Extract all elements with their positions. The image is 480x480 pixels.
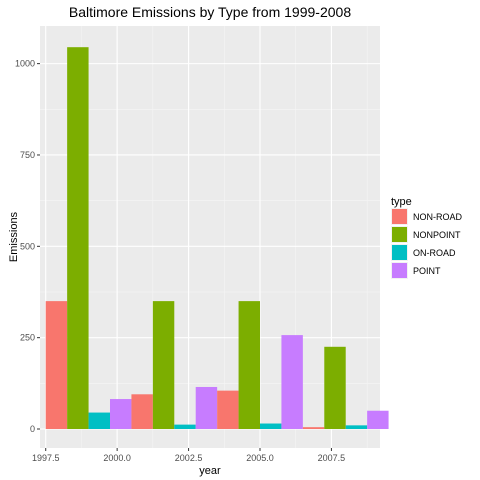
bar-point-2002 (195, 386, 218, 430)
y-tick-label: 250 (20, 333, 35, 343)
x-tick-label: 2007.5 (318, 453, 346, 463)
legend-label-nonpoint: NONPOINT (413, 230, 461, 240)
legend-key-non-road (392, 209, 407, 224)
bar-non-road-1999 (45, 301, 68, 430)
bar-on-road-1999 (88, 412, 110, 430)
y-tick-label: 0 (30, 424, 35, 434)
legend-title: type (391, 196, 412, 208)
bar-on-road-2005 (260, 423, 282, 430)
x-axis-title: year (199, 465, 221, 477)
legend-key-nonpoint (392, 227, 407, 242)
legend-label-on-road: ON-ROAD (413, 248, 456, 258)
bar-point-2005 (281, 335, 303, 430)
bar-point-1999 (110, 399, 132, 430)
legend-label-non-road: NON-ROAD (413, 212, 462, 222)
legend-label-point: POINT (413, 266, 441, 276)
bar-nonpoint-1999 (67, 47, 89, 430)
legend: type NON-ROAD NONPOINT ON-ROAD POINT (391, 196, 462, 279)
y-axis-title: Emissions (8, 211, 20, 262)
bar-on-road-2008 (345, 425, 368, 430)
y-axis: 0 250 500 750 1000 (15, 59, 40, 434)
x-tick-label: 2002.5 (175, 453, 203, 463)
y-tick-label: 500 (20, 241, 35, 251)
bar-non-road-2005 (217, 390, 239, 430)
bars (45, 47, 389, 430)
bar-non-road-2008 (302, 427, 325, 430)
y-tick-label: 1000 (15, 59, 35, 69)
bar-on-road-2002 (174, 424, 196, 430)
bar-nonpoint-2005 (238, 301, 260, 430)
bar-nonpoint-2008 (324, 346, 346, 430)
x-tick-label: 2005.0 (246, 453, 274, 463)
x-tick-label: 1997.5 (32, 453, 60, 463)
legend-key-on-road (392, 245, 407, 260)
legend-key-point (392, 263, 407, 278)
x-tick-label: 2000.0 (103, 453, 131, 463)
y-tick-label: 750 (20, 150, 35, 160)
plot-panel (40, 26, 380, 448)
x-axis: 1997.5 2000.0 2002.5 2005.0 2007.5 (32, 448, 345, 463)
bar-nonpoint-2002 (152, 301, 175, 430)
bar-point-2008 (367, 410, 389, 430)
chart-title: Baltimore Emissions by Type from 1999-20… (69, 4, 351, 20)
bar-non-road-2002 (131, 394, 153, 430)
